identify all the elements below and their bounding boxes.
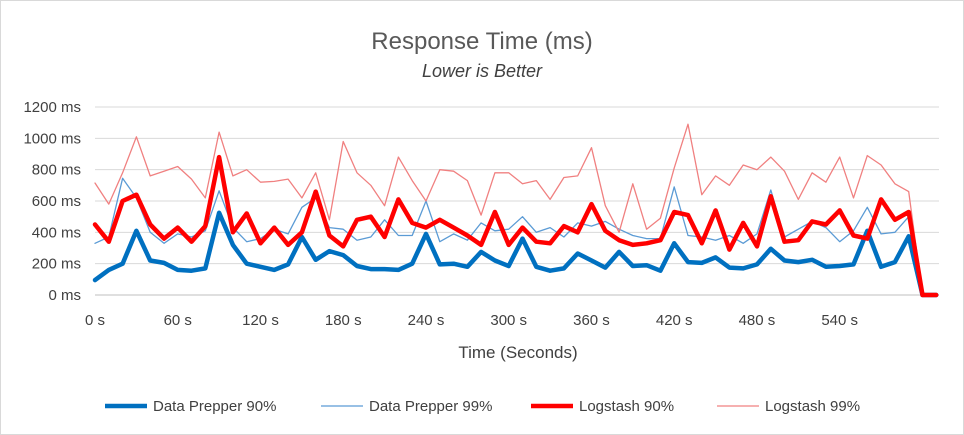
gridlines <box>95 106 939 265</box>
series-line-data-prepper-90 <box>92 210 939 298</box>
chart-title: Response Time (ms) <box>371 28 592 55</box>
x-tick-label: 180 s <box>325 312 362 329</box>
series-line-logstash-99 <box>94 123 937 296</box>
series-line-logstash-90 <box>92 154 939 298</box>
y-tick-label: 1200 ms <box>23 99 81 116</box>
legend-label: Logstash 90% <box>579 398 674 415</box>
y-tick-label: 600 ms <box>32 193 81 210</box>
y-tick-label: 200 ms <box>32 256 81 273</box>
y-axis-ticks: 0 ms 200 ms 400 ms 600 ms 800 ms 1000 ms 1200 … <box>23 99 81 304</box>
y-tick-label: 400 ms <box>32 224 81 241</box>
x-tick-label: 120 s <box>242 312 279 329</box>
legend-label: Logstash 99% <box>765 398 860 415</box>
x-tick-label: 60 s <box>164 312 192 329</box>
x-tick-label: 360 s <box>573 312 610 329</box>
y-tick-label: 800 ms <box>32 162 81 179</box>
x-tick-label: 0 s <box>85 312 105 329</box>
chart-subtitle: Lower is Better <box>422 61 543 81</box>
x-tick-label: 540 s <box>821 312 858 329</box>
x-axis-ticks: 0 s 60 s 120 s 180 s 240 s 300 s 360 s 420 s 480… <box>85 312 858 329</box>
y-tick-label: 1000 ms <box>23 130 81 147</box>
x-tick-label: 420 s <box>656 312 693 329</box>
x-axis-label: Time (Seconds) <box>458 343 577 362</box>
series-lines <box>92 123 939 298</box>
legend-label: Data Prepper 90% <box>153 398 276 415</box>
x-tick-label: 240 s <box>408 312 445 329</box>
legend-label: Data Prepper 99% <box>369 398 492 415</box>
x-tick-label: 480 s <box>739 312 776 329</box>
y-tick-label: 0 ms <box>48 287 81 304</box>
x-tick-label: 300 s <box>490 312 527 329</box>
legend: Data Prepper 90% Data Prepper 99% Logstash… <box>105 398 860 415</box>
